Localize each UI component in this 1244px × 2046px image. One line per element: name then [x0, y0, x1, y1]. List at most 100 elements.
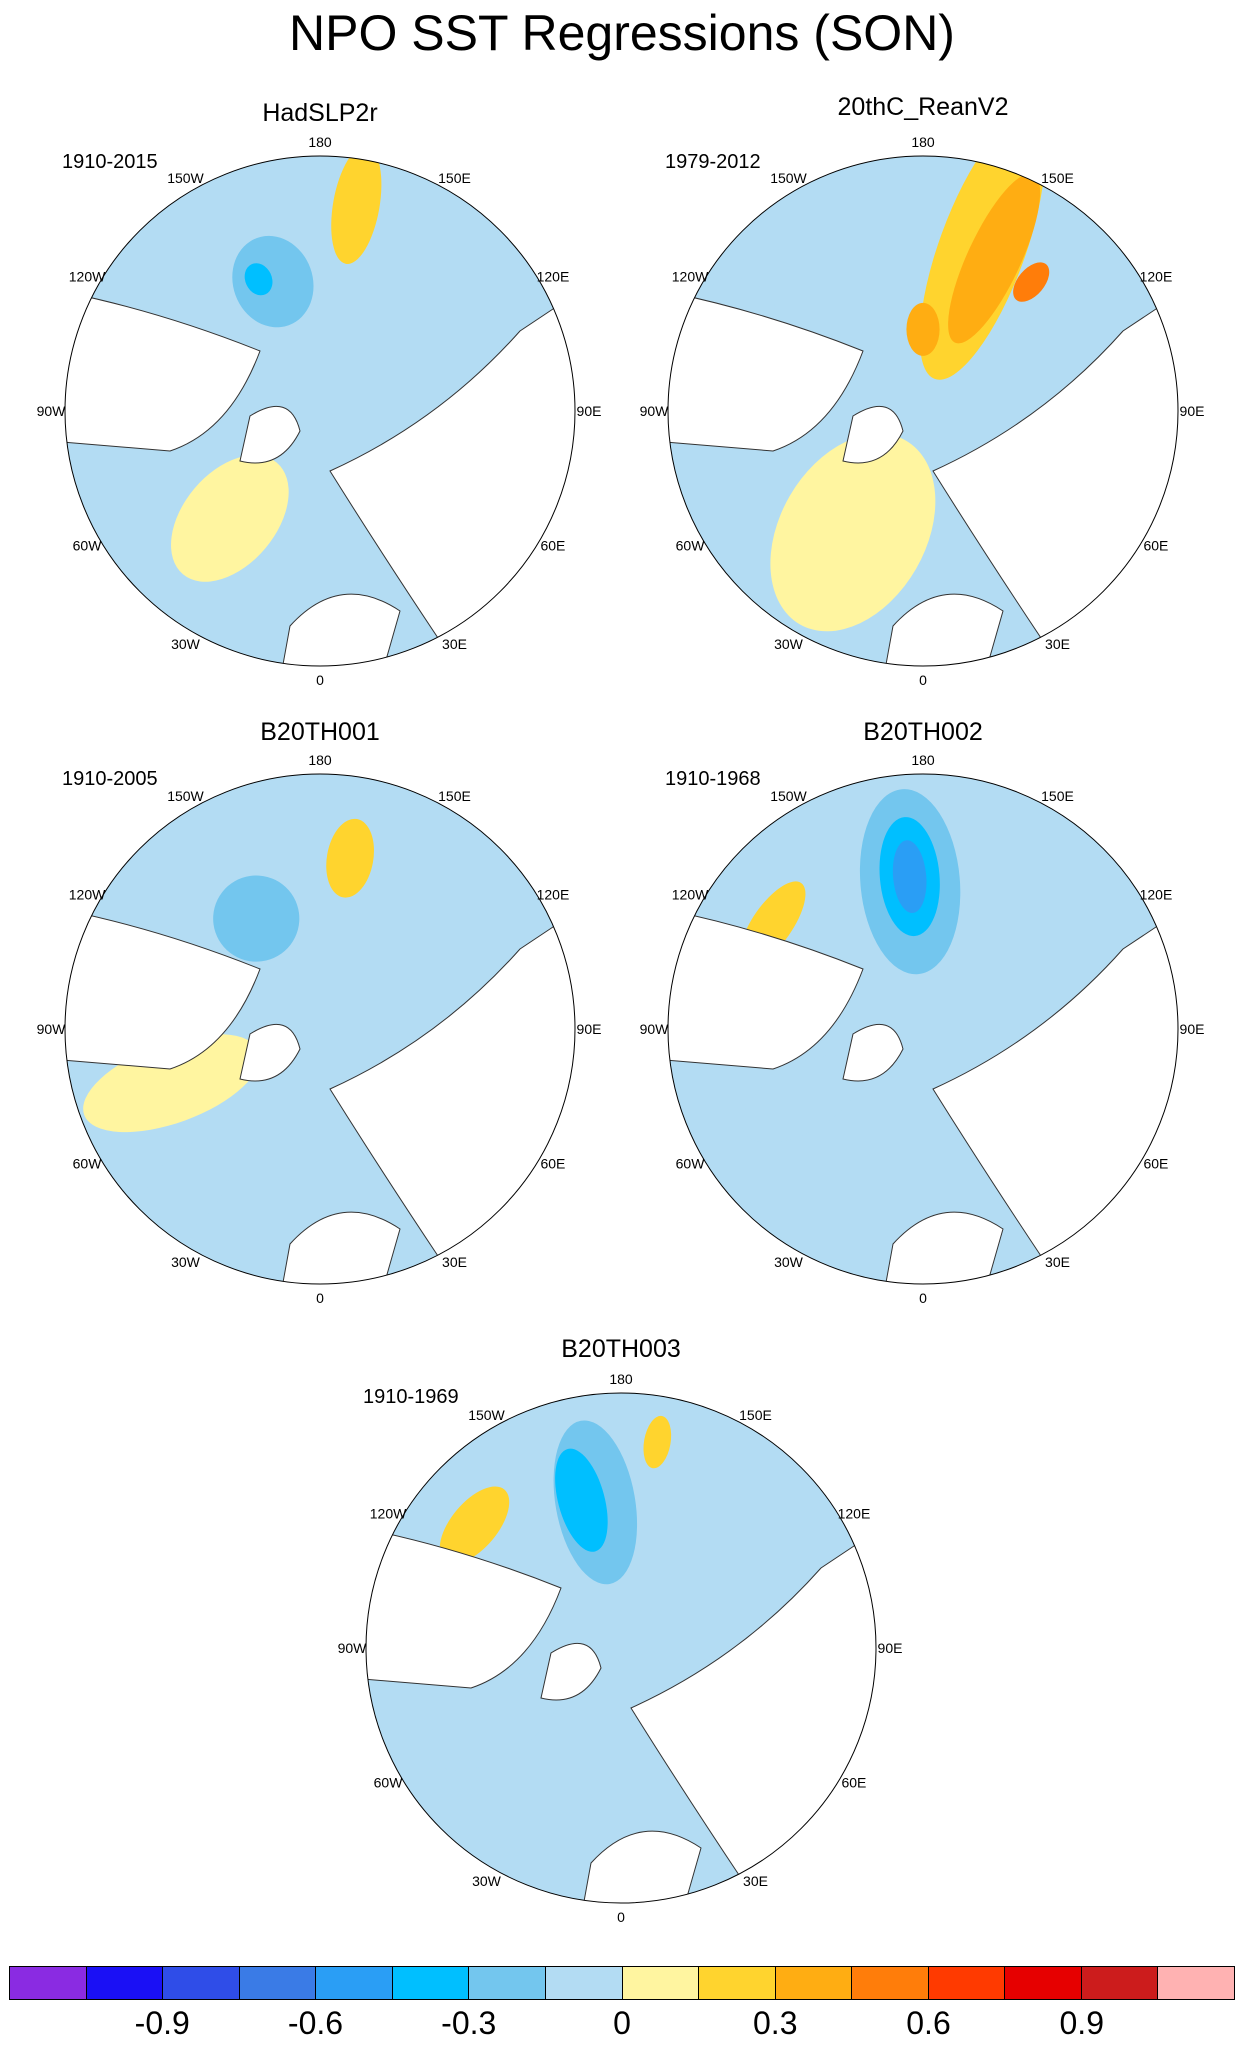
land-mass: [329, 290, 575, 642]
longitude-label: 180: [609, 1371, 633, 1387]
longitude-label: 60W: [676, 538, 706, 554]
land-mass: [329, 908, 575, 1260]
colorbar-tick-label: -0.6: [287, 2005, 344, 2041]
land-mass: [668, 908, 864, 1070]
longitude-label: 30W: [472, 1873, 502, 1889]
map-boundary: [667, 155, 1179, 667]
land-mass: [932, 908, 1178, 1260]
figure-title: NPO SST Regressions (SON): [289, 5, 955, 61]
panel-title: HadSLP2r: [262, 99, 378, 127]
colorbar: [9, 1966, 1235, 2000]
colorbar-swatch: [852, 1967, 929, 1999]
colorbar-swatch: [316, 1967, 393, 1999]
longitude-label: 30E: [442, 1254, 467, 1270]
longitude-label: 0: [316, 1290, 324, 1306]
colorbar-tick-label: -0.3: [441, 2005, 497, 2041]
longitude-label: 60W: [676, 1156, 706, 1172]
land-mass: [668, 290, 864, 452]
longitude-label: 90E: [1180, 403, 1205, 419]
longitude-label: 90W: [640, 1021, 670, 1037]
anomaly-contour: [892, 840, 927, 913]
anomaly-contour: [139, 1138, 232, 1240]
anomaly-contour: [213, 875, 300, 962]
longitude-label: 120W: [370, 1506, 407, 1522]
anomaly-contour: [326, 818, 374, 898]
colorbar-tick-label: 0.9: [1059, 2005, 1104, 2041]
longitude-label: 90W: [338, 1640, 368, 1656]
map-boundary: [64, 155, 576, 667]
anomaly-contour: [427, 1673, 559, 1771]
longitude-label: 60E: [540, 538, 565, 554]
longitude-label: 60W: [73, 538, 103, 554]
longitude-label: 30E: [1045, 636, 1070, 652]
colorbar-tick-label: 0.6: [906, 2005, 951, 2041]
anomaly-contour: [244, 263, 273, 296]
land-mass: [630, 1527, 876, 1879]
colorbar-swatch: [10, 1967, 87, 1999]
land-mass: [366, 1527, 562, 1689]
longitude-label: 90E: [878, 1640, 903, 1656]
land-mass: [239, 406, 301, 464]
panel-title: B20TH001: [260, 718, 380, 746]
anomaly-contour: [906, 302, 940, 356]
land-mass: [279, 1211, 401, 1284]
longitude-label: 150W: [468, 1407, 505, 1423]
anomaly-contour: [643, 1415, 672, 1469]
colorbar-swatch: [1081, 1967, 1159, 1999]
colorbar-tick-label: -0.9: [134, 2005, 190, 2041]
panel-period: 1979-2012: [665, 151, 761, 173]
panel-period: 1910-1968: [665, 768, 761, 790]
longitude-label: 180: [911, 752, 935, 768]
colorbar-swatch: [545, 1967, 623, 1999]
longitude-label: 150E: [438, 788, 471, 804]
longitude-label: 0: [316, 672, 324, 688]
land-mass: [65, 290, 261, 452]
longitude-label: 90E: [577, 1021, 602, 1037]
longitude-label: 0: [919, 672, 927, 688]
land-mass: [540, 1643, 602, 1701]
longitude-label: 90E: [1180, 1021, 1205, 1037]
colorbar-swatch: [239, 1967, 317, 1999]
longitude-label: 0: [617, 1909, 625, 1925]
anomaly-contour: [770, 433, 936, 632]
longitude-label: 150E: [1041, 170, 1074, 186]
land-mass: [842, 1024, 904, 1082]
map-boundary: [64, 773, 576, 1285]
anomaly-contour: [439, 1486, 510, 1564]
colorbar-swatch: [469, 1967, 546, 1999]
colorbar-swatch: [622, 1967, 700, 1999]
longitude-label: 180: [911, 134, 935, 150]
colorbar-swatch: [86, 1967, 164, 1999]
longitude-label: 90W: [640, 403, 670, 419]
longitude-label: 60W: [374, 1775, 404, 1791]
longitude-label: 60E: [540, 1156, 565, 1172]
longitude-label: 150W: [167, 170, 204, 186]
longitude-label: 150W: [167, 788, 204, 804]
longitude-label: 0: [919, 1290, 927, 1306]
longitude-label: 120E: [1140, 269, 1173, 285]
longitude-label: 30E: [442, 636, 467, 652]
longitude-label: 90E: [577, 403, 602, 419]
anomaly-contour: [948, 173, 1041, 344]
land-mass: [882, 593, 1004, 666]
longitude-label: 150W: [770, 170, 807, 186]
longitude-label: 60E: [1143, 1156, 1168, 1172]
colorbar-tick-label: 0.3: [753, 2005, 798, 2041]
land-mass: [842, 406, 904, 464]
longitude-label: 120E: [1140, 887, 1173, 903]
longitude-label: 30W: [774, 1254, 804, 1270]
longitude-label: 60E: [1143, 538, 1168, 554]
land-mass: [279, 593, 401, 666]
longitude-label: 150E: [1041, 788, 1074, 804]
longitude-label: 120W: [69, 269, 106, 285]
longitude-label: 120W: [672, 887, 709, 903]
longitude-label: 30W: [171, 636, 201, 652]
land-mass: [580, 1830, 702, 1903]
colorbar-swatch: [1158, 1967, 1234, 1999]
colorbar-swatch: [928, 1967, 1006, 1999]
colorbar-swatch: [775, 1967, 853, 1999]
